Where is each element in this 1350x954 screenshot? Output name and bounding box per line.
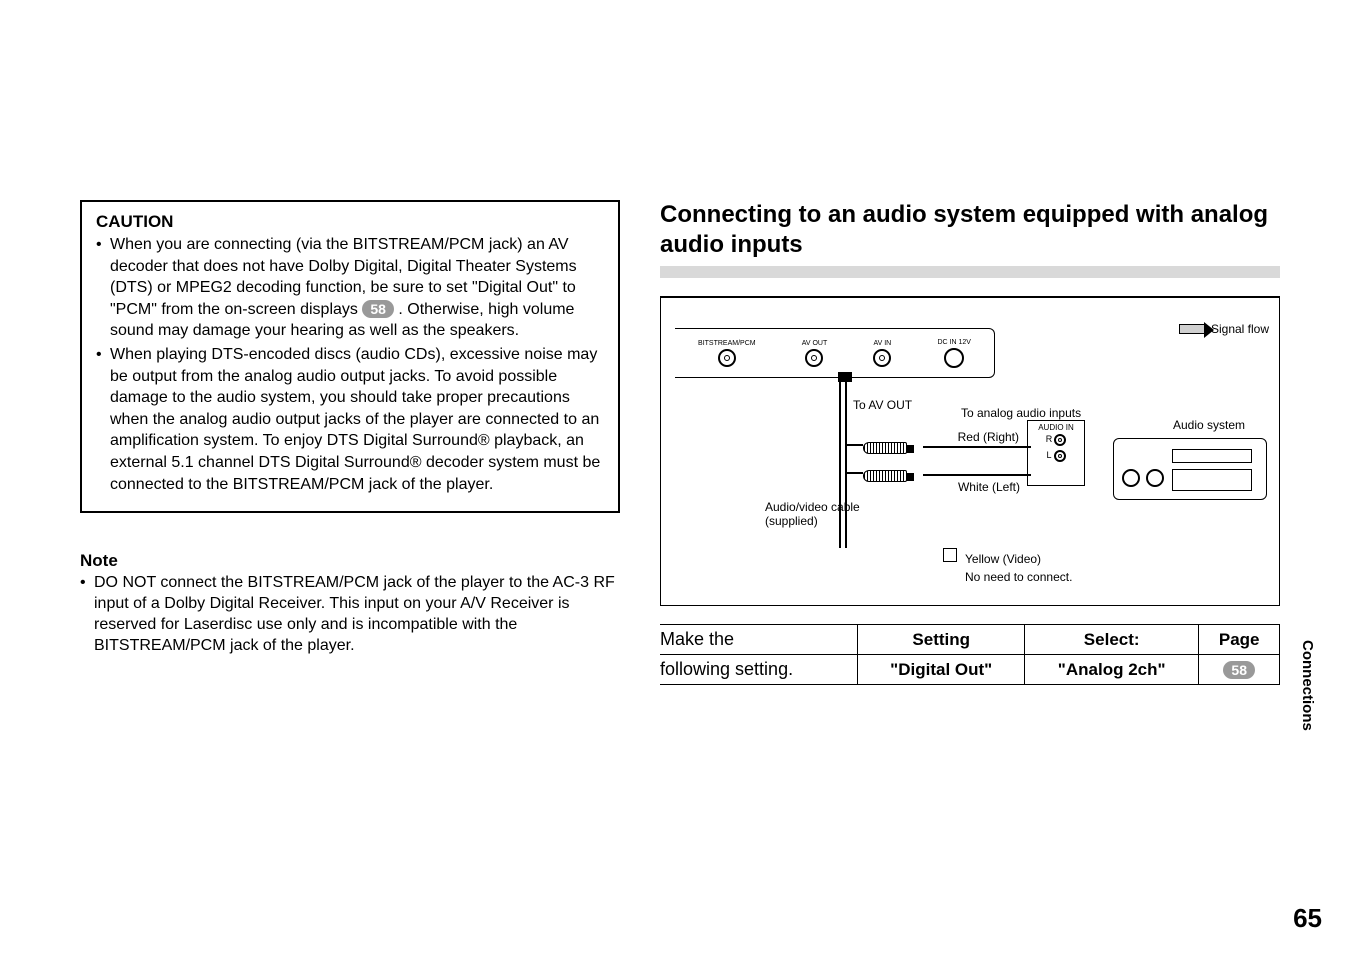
jack-icon <box>1054 450 1066 462</box>
jack-icon <box>805 349 823 367</box>
caution-text: When playing DTS-encoded discs (audio CD… <box>110 346 600 493</box>
jack-icon <box>873 349 891 367</box>
jack-label: AV OUT <box>802 340 828 347</box>
to-avout-label: To AV OUT <box>853 398 912 412</box>
table-lead: following setting. <box>660 655 858 685</box>
jack-label: BITSTREAM/PCM <box>698 340 756 347</box>
jack-icon <box>1054 434 1066 446</box>
caution-item: When you are connecting (via the BITSTRE… <box>96 234 604 342</box>
noneed-label: No need to connect. <box>965 570 1072 584</box>
l-label: L <box>1046 450 1051 460</box>
rca-plug-icon <box>943 548 957 562</box>
display-icon <box>1172 449 1252 463</box>
jack-label: DC IN 12V <box>937 339 970 346</box>
player-rear-panel: BITSTREAM/PCM AV OUT AV IN DC IN 12V <box>675 328 995 378</box>
knob-icon <box>1122 469 1140 487</box>
table-lead: Make the <box>660 625 858 655</box>
signal-flow-label: Signal flow <box>1211 322 1269 336</box>
to-analog-label: To analog audio inputs <box>961 406 1081 420</box>
jack-icon <box>718 349 736 367</box>
signal-flow-legend: Signal flow <box>1179 322 1269 336</box>
white-label: White (Left) <box>954 480 1020 494</box>
wire-icon <box>845 472 863 474</box>
caution-box: CAUTION When you are connecting (via the… <box>80 200 620 513</box>
jack-label: AV IN <box>873 340 891 347</box>
wire-icon <box>845 444 863 446</box>
wire-icon <box>923 446 1031 448</box>
connection-diagram: Signal flow BITSTREAM/PCM AV OUT AV IN D… <box>660 296 1280 606</box>
knob-icon <box>1146 469 1164 487</box>
audio-in-label: AUDIO IN <box>1028 423 1084 432</box>
table-header: Select: <box>1024 625 1198 655</box>
page-ref-pill: 58 <box>362 300 394 318</box>
audio-system-label: Audio system <box>1173 418 1245 432</box>
audio-in-panel: AUDIO IN R L <box>1027 420 1085 486</box>
r-label: R <box>1046 434 1053 444</box>
table-cell: "Digital Out" <box>858 655 1024 685</box>
note-item: DO NOT connect the BITSTREAM/PCM jack of… <box>80 573 620 656</box>
section-title: Connecting to an audio system equipped w… <box>660 200 1280 278</box>
wire-icon <box>923 474 1031 476</box>
caution-title: CAUTION <box>96 212 604 232</box>
settings-table: Make the Setting Select: Page following … <box>660 624 1280 685</box>
red-label: Red (Right) <box>955 430 1019 444</box>
table-cell: "Analog 2ch" <box>1024 655 1198 685</box>
audio-system-icon <box>1113 438 1267 500</box>
yellow-label: Yellow (Video) <box>965 552 1041 566</box>
table-cell: 58 <box>1199 655 1280 685</box>
avcable-label: Audio/video cable (supplied) <box>765 500 860 529</box>
note-title: Note <box>80 551 620 571</box>
side-tab: Connections <box>1299 640 1316 731</box>
page-ref-pill: 58 <box>1223 661 1255 679</box>
arrow-icon <box>1179 324 1205 334</box>
rca-plug-icon <box>863 470 907 482</box>
page-number: 65 <box>1293 903 1322 934</box>
table-header: Setting <box>858 625 1024 655</box>
slots-icon <box>1172 469 1252 491</box>
caution-item: When playing DTS-encoded discs (audio CD… <box>96 344 604 495</box>
dc-jack-icon <box>944 348 964 368</box>
rca-plug-icon <box>863 442 907 454</box>
table-header: Page <box>1199 625 1280 655</box>
